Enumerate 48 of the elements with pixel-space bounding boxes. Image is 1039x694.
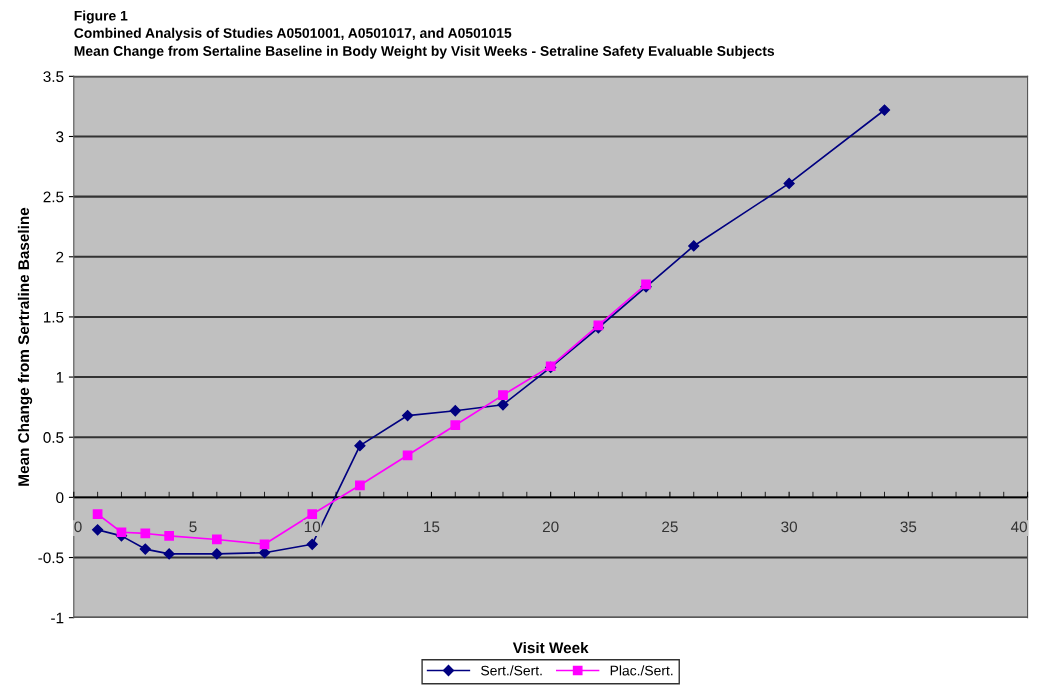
- y-tick-label: 1.5: [43, 311, 64, 323]
- y-tick-label: 1: [56, 372, 64, 383]
- point: [211, 548, 223, 560]
- x-tick-label: 40: [1010, 521, 1027, 533]
- point: [140, 528, 151, 539]
- point: [498, 390, 508, 400]
- x-tick-label: 30: [781, 521, 798, 533]
- y-tick-label: -1: [51, 612, 64, 624]
- y-tick-label: 2: [56, 251, 64, 263]
- point: [354, 440, 366, 452]
- point: [92, 509, 103, 520]
- x-tick-label: 20: [542, 521, 559, 533]
- legend-label: Plac./Sert.: [610, 665, 673, 676]
- point: [783, 177, 795, 190]
- x-tick-label: 15: [424, 521, 440, 533]
- point: [306, 538, 318, 550]
- point: [307, 509, 318, 520]
- point: [497, 399, 509, 411]
- x-tick-label: 25: [662, 521, 678, 533]
- legend-label: Sert./Sert.: [481, 665, 542, 676]
- y-tick-label: -0.5: [38, 552, 64, 564]
- x-tick-label: 0: [74, 521, 82, 533]
- y-tick-label: 0.5: [43, 432, 64, 443]
- y-axis-title: Mean Change from Sertraline Baseline: [17, 207, 33, 486]
- y-tick-label: 3: [56, 131, 64, 143]
- point: [259, 539, 270, 550]
- point: [164, 530, 175, 541]
- y-tick-label: 2.5: [43, 191, 64, 203]
- point: [92, 524, 104, 536]
- point: [449, 405, 461, 417]
- point: [116, 527, 127, 538]
- y-tick-label: 0: [56, 492, 64, 504]
- x-tick-label: 35: [900, 521, 917, 533]
- point: [878, 104, 891, 116]
- chart-subtitle: Combined Analysis of Studies A0501001, A0501017, and A0501015 Mean Change from Sertaline Baseline in Body Weight by Visit Weeks - Setraline Safety Evaluable Subjects: [74, 27, 775, 59]
- point: [401, 409, 414, 422]
- point: [450, 420, 461, 431]
- point: [355, 480, 365, 491]
- point: [163, 548, 175, 560]
- point: [139, 543, 151, 555]
- x-tick-label: 5: [189, 521, 197, 533]
- y-tick-label: 3.5: [43, 71, 64, 83]
- point: [402, 450, 413, 461]
- point: [211, 534, 222, 545]
- point: [688, 240, 700, 252]
- chart-title: Figure 1: [74, 10, 128, 24]
- x-tick-label: 10: [304, 521, 321, 533]
- x-axis-title: Visit Week: [512, 642, 589, 654]
